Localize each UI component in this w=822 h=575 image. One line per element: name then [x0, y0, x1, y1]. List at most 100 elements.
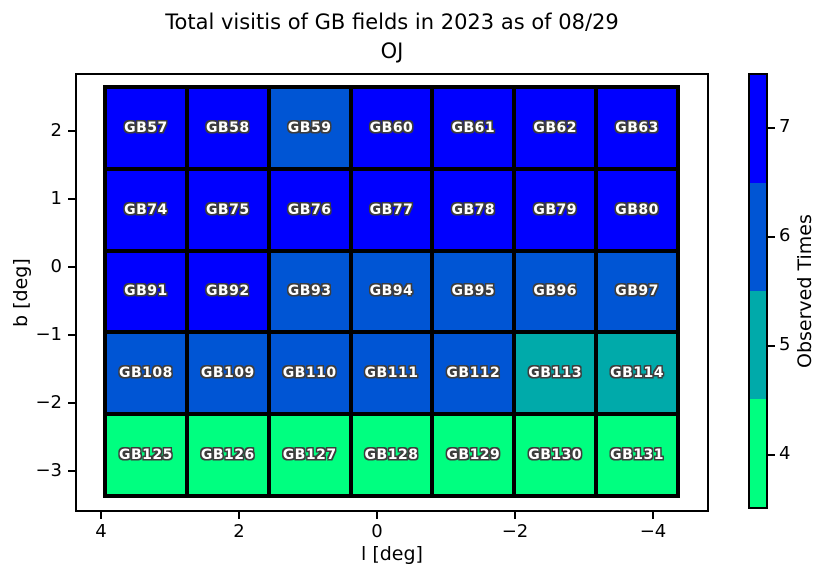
field-cell-label: GB79 — [533, 201, 578, 218]
colorbar — [748, 73, 768, 509]
field-cell-label: GB97 — [615, 283, 659, 300]
tick-mark — [68, 266, 75, 268]
tick-mark — [238, 512, 240, 519]
field-cell-gb108: GB108 — [107, 334, 185, 413]
tick-mark — [652, 512, 654, 519]
tick-mark — [376, 512, 378, 519]
colorbar-tick-label: 6 — [779, 225, 791, 246]
colorbar-tick-label: 7 — [779, 116, 791, 137]
tick-mark — [768, 236, 775, 238]
tick-mark — [768, 127, 775, 129]
tick-mark — [68, 470, 75, 472]
x-tick-label: 2 — [233, 521, 245, 542]
field-cell-gb93: GB93 — [270, 252, 349, 331]
field-cell-gb74: GB74 — [107, 170, 185, 249]
field-cell-label: GB62 — [533, 119, 578, 136]
field-cell-gb60: GB60 — [352, 89, 431, 167]
field-cell-gb92: GB92 — [188, 252, 267, 331]
field-cell-gb125: GB125 — [107, 416, 185, 494]
field-cell-label: GB92 — [205, 283, 250, 300]
field-cell-gb75: GB75 — [188, 170, 267, 249]
field-cell-label: GB59 — [287, 119, 332, 136]
field-cell-label: GB109 — [200, 365, 255, 382]
tick-mark — [68, 198, 75, 200]
y-tick-label: 0 — [50, 256, 62, 277]
field-cell-label: GB128 — [364, 447, 419, 464]
field-cell-gb129: GB129 — [434, 416, 513, 494]
field-cell-gb77: GB77 — [352, 170, 431, 249]
field-cell-label: GB126 — [200, 447, 255, 464]
field-cell-gb97: GB97 — [598, 252, 676, 331]
tick-mark — [514, 512, 516, 519]
field-cell-gb95: GB95 — [434, 252, 513, 331]
field-cell-gb63: GB63 — [598, 89, 676, 167]
field-cell-label: GB113 — [528, 365, 583, 382]
field-cell-label: GB130 — [528, 447, 583, 464]
field-cell-gb111: GB111 — [352, 334, 431, 413]
field-cell-label: GB112 — [446, 365, 501, 382]
x-tick-label: 0 — [371, 521, 383, 542]
tick-mark — [768, 454, 775, 456]
field-cell-label: GB77 — [369, 201, 414, 218]
field-grid: GB57 GB58 GB59 GB60 GB61 GB62 GB63 GB74 GB75 GB76… — [103, 85, 680, 498]
colorbar-band-4 — [750, 399, 766, 507]
field-cell-label: GB96 — [533, 283, 578, 300]
tick-mark — [768, 345, 775, 347]
chart-title-line2: OJ — [380, 39, 404, 63]
chart-title: Total visitis of GB fields in 2023 as of… — [75, 8, 709, 66]
field-cell-label: GB61 — [451, 119, 496, 136]
field-cell-gb128: GB128 — [352, 416, 431, 494]
field-cell-label: GB111 — [364, 365, 419, 382]
x-tick-label: 4 — [95, 521, 107, 542]
field-cell-gb96: GB96 — [516, 252, 595, 331]
field-cell-gb110: GB110 — [270, 334, 349, 413]
tick-mark — [100, 512, 102, 519]
field-cell-gb114: GB114 — [598, 334, 676, 413]
tick-mark — [68, 402, 75, 404]
colorbar-tick-label: 5 — [779, 334, 791, 355]
field-cell-gb131: GB131 — [598, 416, 676, 494]
field-cell-gb112: GB112 — [434, 334, 513, 413]
field-cell-gb79: GB79 — [516, 170, 595, 249]
y-axis-label: b [deg] — [10, 258, 32, 327]
y-tick-label: −3 — [35, 460, 62, 481]
field-cell-label: GB91 — [124, 283, 168, 300]
colorbar-tick-label: 4 — [779, 443, 791, 464]
field-cell-label: GB58 — [205, 119, 250, 136]
field-cell-label: GB63 — [615, 119, 659, 136]
colorbar-band-6 — [750, 183, 766, 291]
field-cell-label: GB76 — [287, 201, 332, 218]
field-cell-label: GB74 — [124, 201, 168, 218]
field-cell-gb91: GB91 — [107, 252, 185, 331]
field-cell-gb76: GB76 — [270, 170, 349, 249]
field-cell-label: GB108 — [118, 365, 173, 382]
colorbar-band-5 — [750, 291, 766, 399]
field-cell-label: GB57 — [124, 119, 168, 136]
colorbar-band-7 — [750, 75, 766, 183]
field-cell-gb58: GB58 — [188, 89, 267, 167]
field-cell-label: GB78 — [451, 201, 496, 218]
field-cell-label: GB94 — [369, 283, 414, 300]
field-cell-gb127: GB127 — [270, 416, 349, 494]
x-tick-label: −2 — [501, 521, 529, 542]
field-cell-label: GB80 — [615, 201, 659, 218]
field-cell-label: GB60 — [369, 119, 414, 136]
tick-mark — [68, 130, 75, 132]
field-cell-label: GB127 — [282, 447, 337, 464]
field-cell-gb57: GB57 — [107, 89, 185, 167]
y-tick-label: −1 — [35, 324, 62, 345]
field-cell-gb78: GB78 — [434, 170, 513, 249]
field-cell-label: GB110 — [282, 365, 337, 382]
field-cell-label: GB129 — [446, 447, 501, 464]
chart-title-line1: Total visitis of GB fields in 2023 as of… — [165, 10, 619, 34]
field-cell-label: GB125 — [118, 447, 173, 464]
field-cell-gb62: GB62 — [516, 89, 595, 167]
field-cell-gb59: GB59 — [270, 89, 349, 167]
y-tick-label: −2 — [35, 392, 62, 413]
field-cell-label: GB93 — [287, 283, 332, 300]
y-tick-label: 2 — [50, 120, 62, 141]
y-tick-label: 1 — [50, 188, 62, 209]
x-tick-label: −4 — [639, 521, 667, 542]
field-cell-gb61: GB61 — [434, 89, 513, 167]
